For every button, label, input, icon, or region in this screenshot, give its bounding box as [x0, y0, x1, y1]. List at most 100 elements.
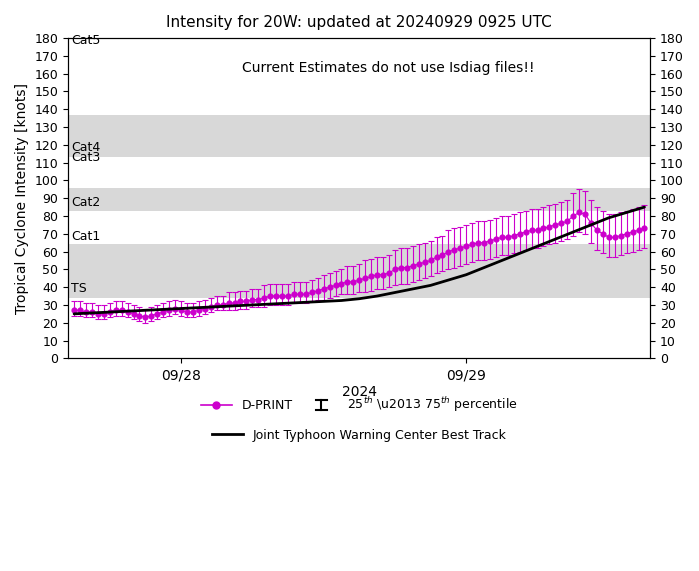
Point: [312, 286, 323, 295]
Point: [354, 275, 365, 284]
Point: [80, 308, 92, 317]
Point: [187, 308, 199, 317]
Point: [199, 304, 210, 313]
Point: [259, 293, 270, 303]
Point: [252, 295, 264, 304]
Point: [425, 256, 436, 265]
Point: [461, 242, 472, 251]
Point: [145, 311, 157, 320]
Point: [110, 305, 121, 315]
Text: Cat2: Cat2: [71, 196, 101, 209]
Point: [282, 291, 294, 300]
Point: [597, 229, 608, 238]
Point: [573, 208, 584, 217]
Point: [69, 305, 80, 315]
Point: [324, 283, 335, 292]
Text: Cat5: Cat5: [71, 34, 101, 47]
X-axis label: 2024: 2024: [342, 385, 377, 399]
Point: [122, 308, 133, 317]
Bar: [69, 244, 650, 298]
Point: [544, 222, 555, 231]
Point: [538, 224, 549, 233]
Point: [359, 274, 370, 283]
Point: [235, 297, 246, 306]
Point: [271, 291, 282, 300]
Point: [377, 270, 389, 279]
Point: [449, 245, 460, 254]
Point: [413, 259, 424, 268]
Point: [211, 300, 222, 309]
Point: [140, 313, 151, 322]
Point: [264, 291, 275, 300]
Point: [300, 289, 311, 299]
Point: [407, 262, 418, 271]
Point: [193, 305, 204, 315]
Legend: Joint Typhoon Warning Center Best Track: Joint Typhoon Warning Center Best Track: [207, 424, 512, 447]
Point: [466, 240, 477, 249]
Point: [128, 309, 139, 319]
Point: [342, 278, 353, 287]
Point: [585, 219, 596, 228]
Point: [336, 279, 347, 288]
Point: [86, 308, 97, 317]
Bar: [69, 211, 650, 244]
Point: [609, 233, 620, 242]
Bar: [69, 115, 650, 157]
Point: [514, 229, 525, 238]
Point: [347, 278, 359, 287]
Text: Cat4: Cat4: [71, 140, 101, 154]
Point: [484, 236, 496, 246]
Point: [633, 226, 644, 235]
Bar: [69, 157, 650, 187]
Point: [104, 308, 115, 317]
Point: [157, 308, 168, 317]
Title: Intensity for 20W: updated at 20240929 0925 UTC: Intensity for 20W: updated at 20240929 0…: [166, 15, 552, 30]
Point: [615, 231, 626, 240]
Point: [639, 224, 650, 233]
Point: [116, 305, 127, 315]
Point: [561, 217, 572, 226]
Point: [490, 235, 501, 244]
Point: [205, 302, 216, 311]
Point: [330, 281, 341, 290]
Point: [181, 308, 192, 317]
Point: [532, 226, 543, 235]
Point: [419, 258, 430, 267]
Text: Cat3: Cat3: [71, 151, 101, 164]
Point: [217, 300, 228, 309]
Point: [74, 305, 85, 315]
Point: [473, 238, 484, 247]
Point: [164, 305, 175, 315]
Point: [579, 210, 591, 219]
Point: [247, 295, 258, 304]
Point: [223, 299, 234, 308]
Point: [549, 220, 561, 230]
Point: [431, 252, 442, 262]
Y-axis label: Tropical Cyclone Intensity [knots]: Tropical Cyclone Intensity [knots]: [15, 83, 29, 313]
Point: [395, 263, 406, 272]
Point: [229, 299, 240, 308]
Point: [240, 297, 252, 306]
Point: [437, 251, 448, 260]
Point: [389, 265, 401, 274]
Point: [383, 268, 394, 278]
Text: Current Estimates do not use Isdiag files!!: Current Estimates do not use Isdiag file…: [242, 61, 535, 75]
Point: [520, 227, 531, 236]
Point: [134, 311, 145, 320]
Point: [318, 284, 329, 293]
Point: [366, 272, 377, 281]
Point: [502, 233, 513, 242]
Point: [92, 309, 103, 319]
Point: [288, 289, 299, 299]
Text: Cat1: Cat1: [71, 230, 101, 243]
Point: [169, 304, 180, 313]
Point: [496, 233, 507, 242]
Point: [175, 305, 187, 315]
Point: [478, 238, 489, 247]
Bar: [69, 38, 650, 115]
Point: [526, 226, 537, 235]
Point: [454, 243, 466, 252]
Point: [508, 231, 519, 240]
Point: [306, 288, 317, 297]
Point: [568, 211, 579, 220]
